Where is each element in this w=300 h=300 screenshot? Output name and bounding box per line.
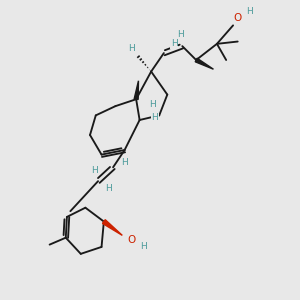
Text: H: H bbox=[171, 39, 178, 48]
Text: H: H bbox=[121, 158, 128, 167]
Text: H: H bbox=[177, 30, 183, 39]
Text: H: H bbox=[91, 166, 98, 175]
Text: H: H bbox=[149, 100, 156, 109]
Polygon shape bbox=[195, 58, 214, 69]
Text: H: H bbox=[151, 113, 158, 122]
Text: H: H bbox=[128, 44, 135, 53]
Text: H: H bbox=[105, 184, 112, 193]
Text: H: H bbox=[246, 7, 253, 16]
Polygon shape bbox=[134, 81, 139, 100]
Text: H: H bbox=[140, 242, 146, 251]
Text: O: O bbox=[234, 14, 242, 23]
Polygon shape bbox=[103, 220, 122, 236]
Text: O: O bbox=[128, 235, 136, 245]
